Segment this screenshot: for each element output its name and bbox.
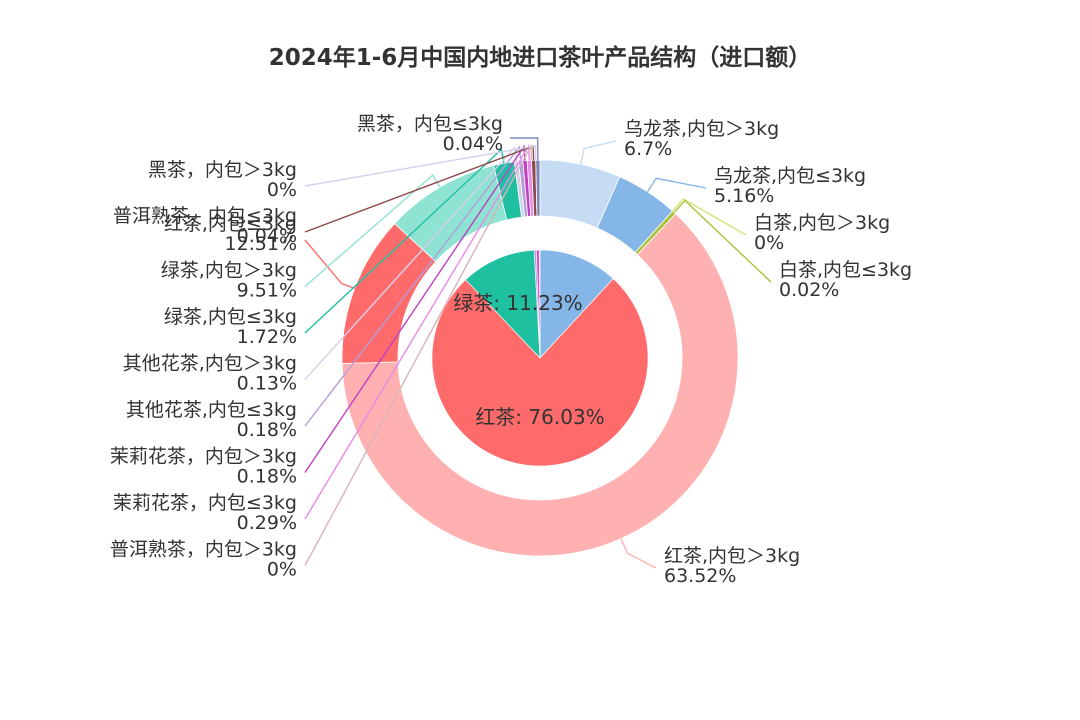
- outer-label-value-11: 0.29%: [237, 512, 297, 534]
- outer-label-value-15: 0.04%: [443, 133, 503, 155]
- outer-label-name-15: 黑茶，内包≤3kg: [357, 113, 503, 135]
- outer-label-name-1: 乌龙茶,内包≤3kg: [714, 165, 866, 187]
- outer-label-value-4: 63.52%: [664, 565, 736, 587]
- inner-slice-0[interactable]: [539, 249, 614, 359]
- outer-label-value-5: 12.51%: [225, 233, 297, 255]
- outer-label-name-14: 黑茶，内包＞3kg: [148, 159, 297, 181]
- inner-label-3: 绿茶: 11.23%: [453, 291, 582, 315]
- outer-label-value-12: 0%: [267, 559, 297, 581]
- outer-label-name-8: 其他花茶,内包＞3kg: [123, 353, 297, 375]
- outer-label-value-2: 0%: [754, 232, 784, 254]
- outer-label-name-3: 白茶,内包≤3kg: [779, 259, 912, 281]
- outer-label-value-7: 1.72%: [237, 326, 297, 348]
- leader-line-0: [580, 140, 617, 165]
- outer-label-name-4: 红茶,内包＞3kg: [664, 545, 800, 567]
- outer-label-value-1: 5.16%: [714, 185, 774, 207]
- inner-slice-3[interactable]: [465, 249, 541, 359]
- outer-label-name-13: 普洱熟茶，内包≤3kg: [113, 205, 297, 227]
- outer-label-value-6: 9.51%: [237, 280, 297, 302]
- outer-slice-4[interactable]: [341, 213, 739, 557]
- leader-line-7: [304, 148, 505, 334]
- outer-slice-15[interactable]: [535, 159, 541, 217]
- leader-line-8: [304, 145, 518, 380]
- leader-line-9: [304, 145, 522, 427]
- outer-label-value-0: 6.7%: [624, 138, 672, 160]
- leader-line-4: [620, 538, 657, 569]
- leader-line-6: [304, 174, 441, 288]
- leader-line-3: [673, 199, 772, 283]
- leader-lines: [304, 137, 772, 569]
- leader-line-11: [304, 143, 530, 520]
- outer-label-value-8: 0.13%: [237, 373, 297, 395]
- leader-line-2: [672, 198, 747, 236]
- outer-label-name-10: 茉莉花茶，内包＞3kg: [110, 446, 297, 468]
- outer-label-value-13: 0.04%: [237, 225, 297, 247]
- outer-label-name-7: 绿茶,内包≤3kg: [164, 306, 297, 328]
- outer-label-name-2: 白茶,内包＞3kg: [754, 212, 890, 234]
- outer-label-name-0: 乌龙茶,内包＞3kg: [624, 118, 779, 140]
- leader-line-15: [510, 137, 539, 161]
- outer-label-value-3: 0.02%: [779, 279, 839, 301]
- outer-label-name-12: 普洱熟茶，内包＞3kg: [110, 539, 297, 561]
- leader-line-1: [646, 177, 707, 193]
- inner-pie: [431, 249, 649, 467]
- outer-label-name-6: 绿茶,内包＞3kg: [161, 260, 297, 282]
- chart-title: 2024年1-6月中国内地进口茶叶产品结构（进口额）: [269, 44, 812, 71]
- outer-label-name-5: 红茶,内包≤3kg: [164, 213, 297, 235]
- inner-label-2: 红茶: 76.03%: [475, 405, 604, 429]
- outer-label-value-10: 0.18%: [237, 466, 297, 488]
- outer-ring: [341, 159, 739, 557]
- outer-label-value-9: 0.18%: [237, 419, 297, 441]
- leader-line-5: [304, 239, 355, 290]
- leader-line-14: [304, 145, 537, 187]
- outer-label-value-14: 0%: [267, 179, 297, 201]
- outer-label-name-11: 茉莉花茶，内包≤3kg: [113, 492, 297, 514]
- leader-line-10: [304, 144, 526, 473]
- outer-label-name-9: 其他花茶,内包≤3kg: [126, 399, 297, 421]
- inner-slice-2[interactable]: [431, 278, 649, 467]
